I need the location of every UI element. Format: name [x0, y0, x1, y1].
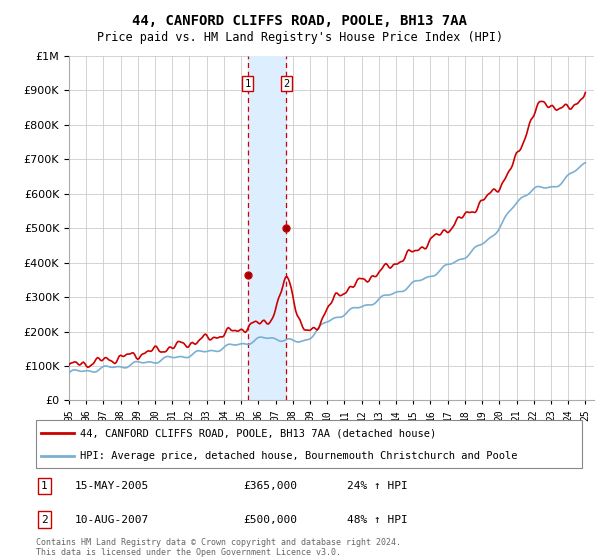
Text: £500,000: £500,000	[244, 515, 298, 525]
Text: 10-AUG-2007: 10-AUG-2007	[74, 515, 148, 525]
Text: 1: 1	[41, 481, 47, 491]
Bar	[248, 56, 286, 400]
Text: 2: 2	[41, 515, 47, 525]
Text: 24% ↑ HPI: 24% ↑ HPI	[347, 481, 408, 491]
Text: Contains HM Land Registry data © Crown copyright and database right 2024.
This d: Contains HM Land Registry data © Crown c…	[36, 538, 401, 557]
Text: Price paid vs. HM Land Registry's House Price Index (HPI): Price paid vs. HM Land Registry's House …	[97, 31, 503, 44]
Text: 44, CANFORD CLIFFS ROAD, POOLE, BH13 7AA (detached house): 44, CANFORD CLIFFS ROAD, POOLE, BH13 7AA…	[80, 428, 436, 438]
Text: 1: 1	[244, 78, 251, 88]
Text: 15-MAY-2005: 15-MAY-2005	[74, 481, 148, 491]
Text: HPI: Average price, detached house, Bournemouth Christchurch and Poole: HPI: Average price, detached house, Bour…	[80, 451, 517, 461]
Text: £365,000: £365,000	[244, 481, 298, 491]
Text: 48% ↑ HPI: 48% ↑ HPI	[347, 515, 408, 525]
Text: 44, CANFORD CLIFFS ROAD, POOLE, BH13 7AA: 44, CANFORD CLIFFS ROAD, POOLE, BH13 7AA	[133, 14, 467, 28]
FancyBboxPatch shape	[36, 420, 582, 468]
Text: 2: 2	[283, 78, 289, 88]
